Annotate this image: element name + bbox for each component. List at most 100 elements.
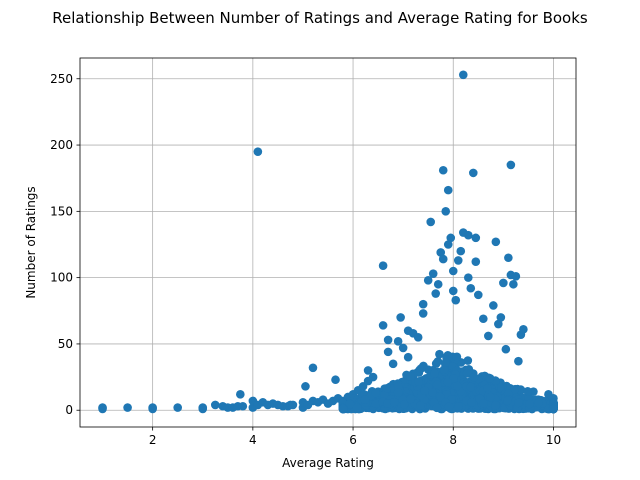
data-point [463, 273, 473, 282]
data-point [173, 403, 182, 412]
data-point [428, 269, 438, 278]
data-point [474, 290, 483, 300]
data-point [406, 394, 416, 404]
data-point [486, 392, 495, 402]
data-point [495, 383, 505, 393]
data-point [98, 403, 107, 412]
data-point [418, 309, 428, 318]
data-point [448, 286, 458, 296]
data-point [549, 404, 558, 414]
data-point [444, 402, 454, 411]
data-point [406, 372, 415, 381]
data-point [494, 319, 503, 329]
data-point [420, 386, 430, 395]
data-point [453, 381, 462, 391]
data-point [466, 283, 476, 293]
data-point [438, 165, 448, 175]
data-point [454, 402, 463, 411]
data-point [398, 343, 408, 353]
data-point [443, 240, 453, 249]
data-point [382, 384, 392, 393]
data-point [471, 257, 481, 267]
data-point [414, 377, 423, 386]
x-tick-label: 8 [449, 433, 457, 447]
data-point [499, 278, 508, 288]
data-point [439, 365, 449, 374]
y-tick-label: 150 [50, 204, 73, 218]
data-point [448, 266, 458, 276]
data-point [423, 275, 433, 285]
data-points [98, 70, 558, 414]
data-point [468, 168, 478, 178]
data-point [148, 403, 157, 412]
data-point [371, 399, 381, 408]
data-point [393, 388, 403, 397]
x-tick-label: 10 [546, 433, 561, 447]
data-point [378, 261, 388, 271]
data-point [466, 382, 476, 392]
data-point [463, 356, 473, 365]
data-point [432, 380, 442, 389]
data-point [534, 398, 543, 408]
data-point [479, 399, 488, 408]
data-point [456, 246, 466, 256]
data-point [451, 295, 461, 305]
data-point [363, 366, 373, 375]
data-point [504, 253, 513, 263]
data-point [516, 385, 526, 395]
data-point [396, 313, 405, 322]
data-point [428, 388, 437, 398]
data-point [380, 390, 389, 400]
data-point [452, 352, 462, 362]
y-tick-label: 0 [65, 403, 73, 417]
data-point [469, 372, 479, 382]
data-point [383, 399, 392, 408]
data-point [368, 372, 378, 382]
data-point [432, 403, 442, 413]
data-point [352, 403, 362, 413]
data-point [443, 185, 453, 195]
data-point [393, 336, 403, 346]
data-point [491, 400, 500, 410]
data-point [371, 388, 380, 398]
y-tick-label: 50 [58, 337, 73, 351]
data-point [491, 237, 501, 247]
data-point [360, 395, 370, 405]
data-point [496, 313, 506, 322]
plot-frame [79, 57, 577, 428]
data-point [288, 400, 298, 410]
x-tick-label: 2 [149, 433, 157, 447]
data-point [338, 404, 348, 413]
data-point [378, 321, 388, 330]
data-point [403, 352, 413, 362]
y-tick-label: 250 [50, 72, 73, 86]
data-point [301, 382, 310, 391]
data-point [383, 347, 393, 357]
data-point [436, 248, 446, 257]
y-tick-label: 200 [50, 138, 73, 152]
data-point [198, 403, 208, 412]
data-point [418, 299, 428, 309]
y-axis-label: Number of Ratings [24, 186, 38, 298]
data-point [489, 301, 498, 310]
data-point [345, 399, 355, 409]
data-point [467, 397, 476, 407]
data-point [509, 279, 518, 289]
data-point [308, 363, 318, 373]
data-point [416, 401, 425, 410]
data-point [462, 369, 472, 378]
x-axis-label: Average Rating [282, 456, 374, 470]
data-point [479, 314, 488, 324]
data-point [514, 356, 523, 366]
data-point [503, 396, 512, 406]
data-point [441, 207, 451, 216]
data-point [433, 279, 443, 289]
data-point [413, 333, 423, 342]
data-point [458, 70, 468, 80]
data-point [433, 357, 443, 366]
data-point [485, 373, 495, 383]
data-point [519, 325, 528, 334]
data-point [123, 403, 132, 412]
data-point [438, 254, 448, 264]
